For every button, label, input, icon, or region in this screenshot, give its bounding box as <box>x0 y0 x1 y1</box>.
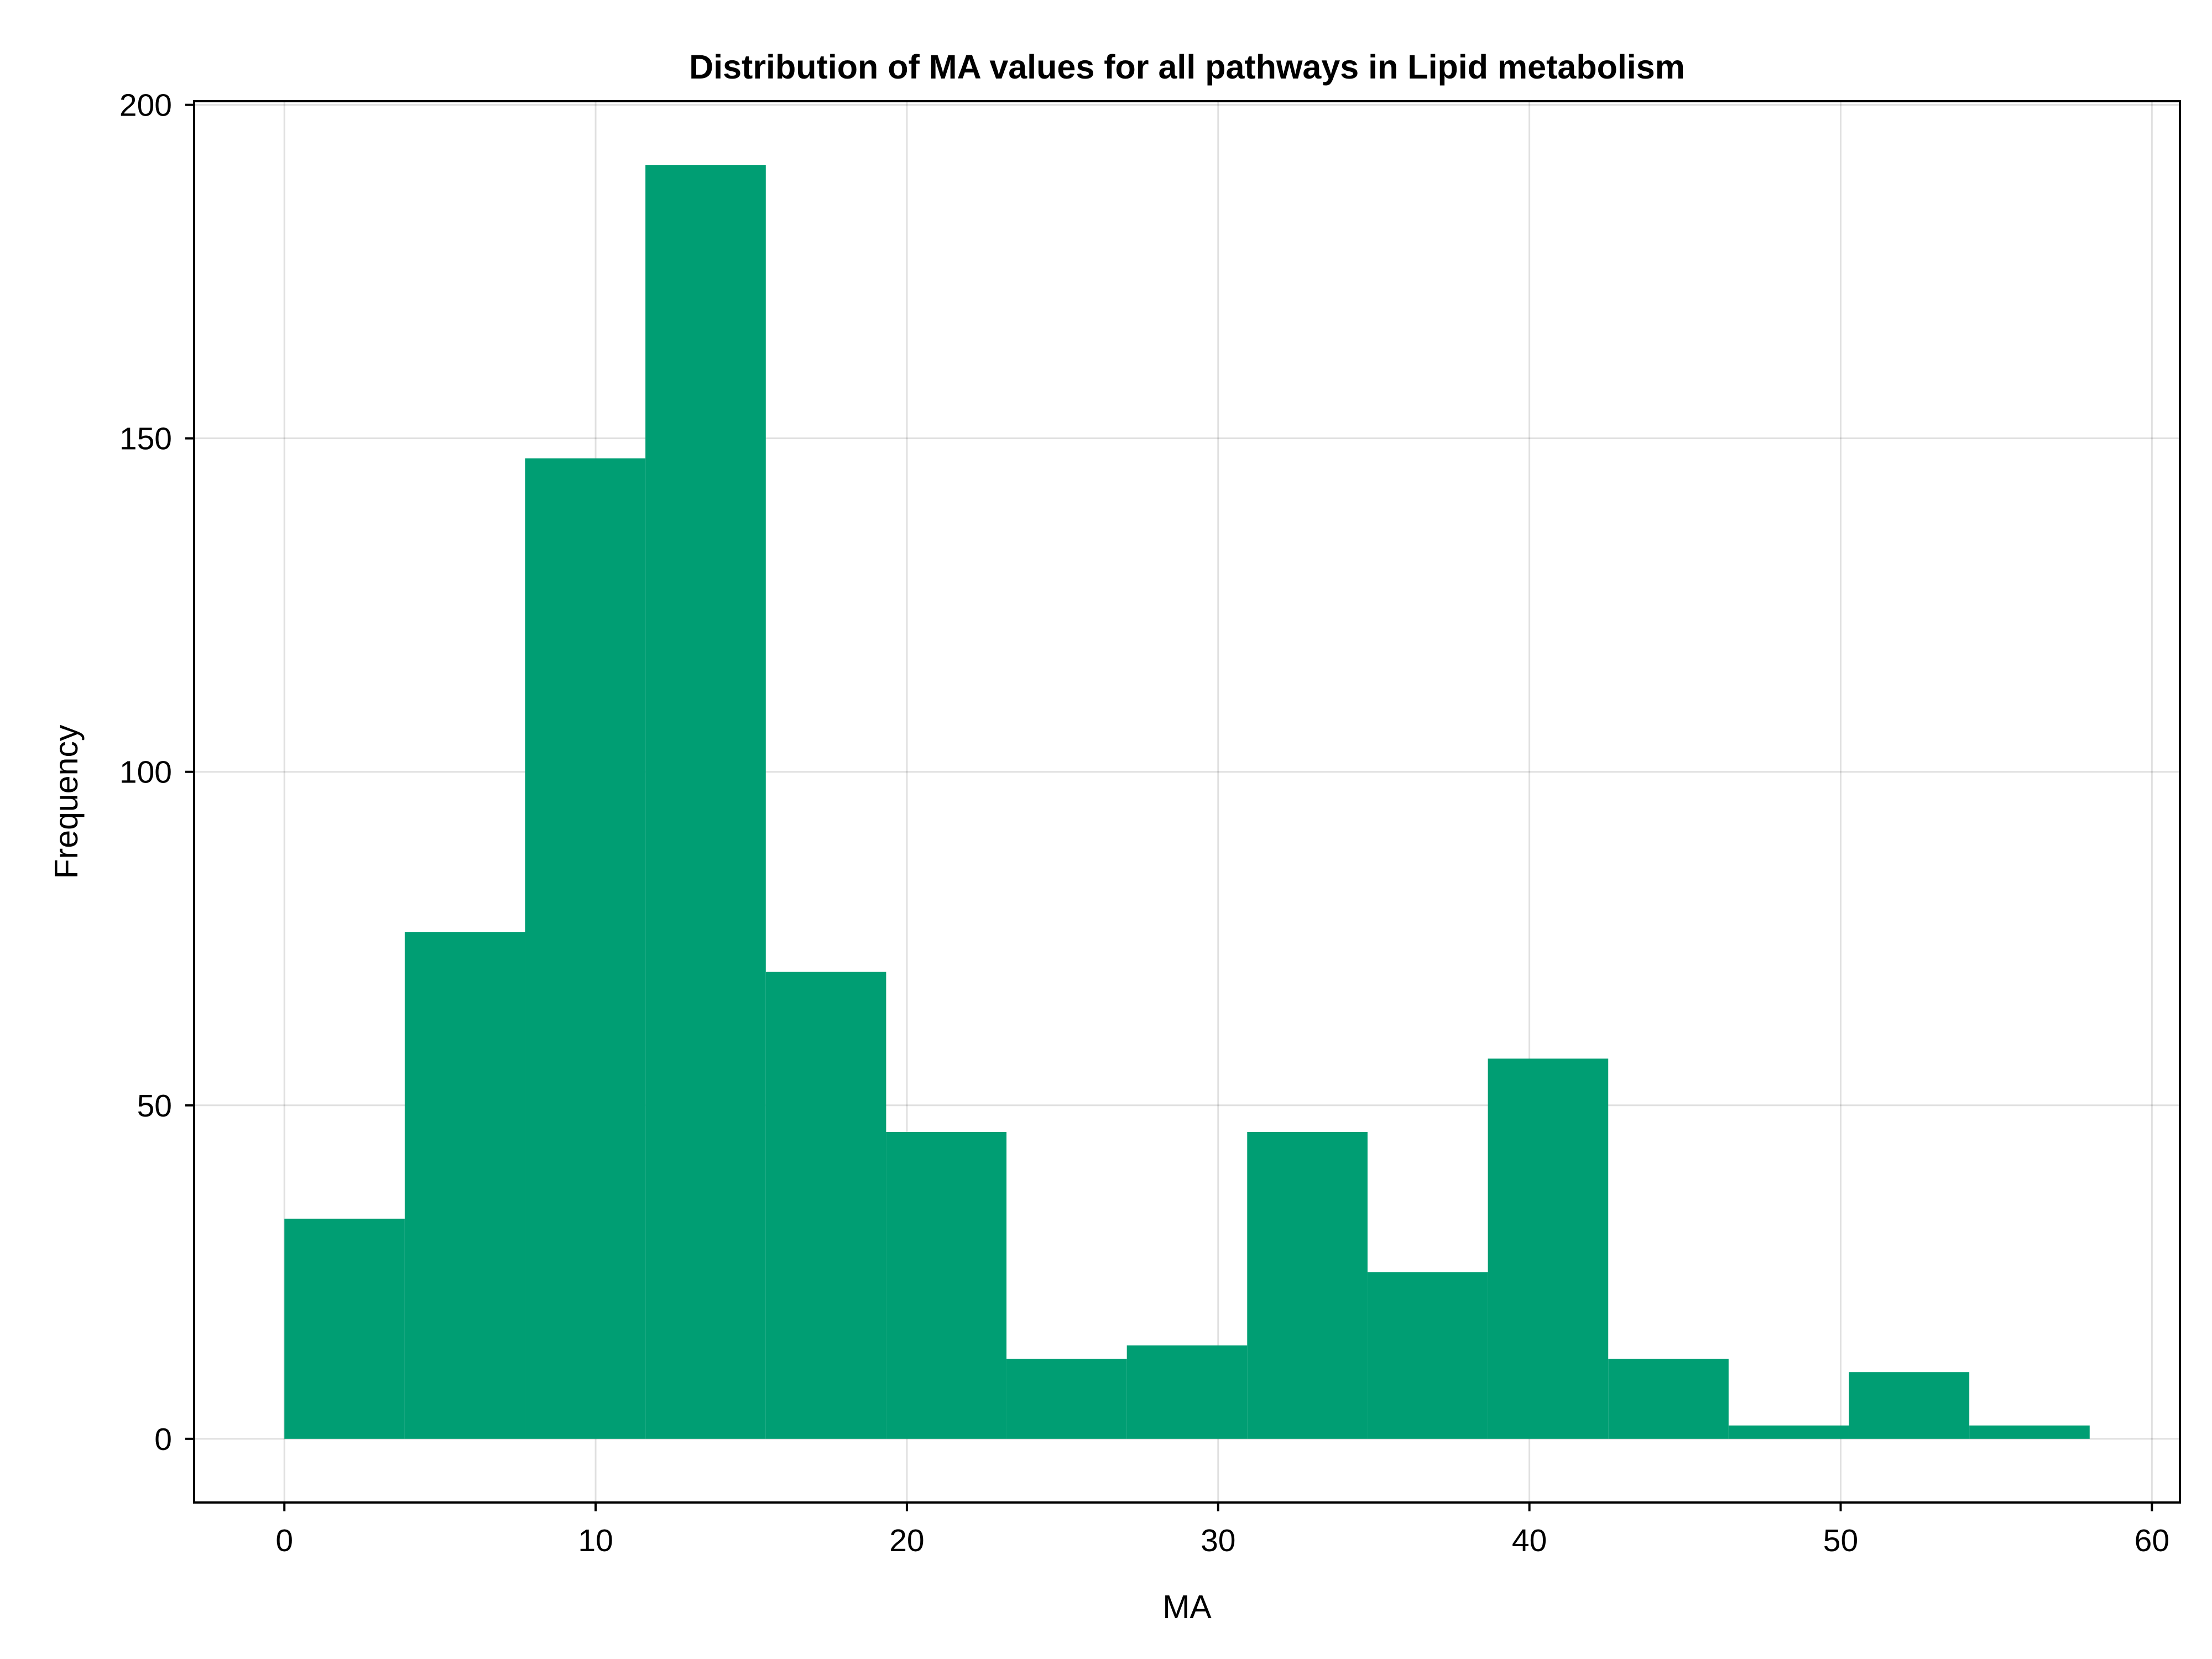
histogram-bar <box>765 972 886 1439</box>
histogram-bar <box>1126 1345 1248 1439</box>
x-tick-label: 60 <box>2135 1523 2169 1558</box>
grid-layer <box>194 101 2180 1503</box>
y-tick-label: 200 <box>119 88 172 123</box>
histogram-bar <box>1608 1359 1729 1439</box>
x-tick-label: 10 <box>578 1523 613 1558</box>
plot-frame <box>193 100 2181 1504</box>
x-tick-label: 0 <box>275 1523 293 1558</box>
chart-title: Distribution of MA values for all pathwa… <box>689 48 1685 86</box>
histogram-bar <box>1488 1058 1609 1439</box>
histogram-bar <box>1367 1272 1488 1439</box>
histogram-bar <box>1849 1372 1970 1439</box>
x-tick-label: 50 <box>1823 1523 1858 1558</box>
x-tick-label: 30 <box>1201 1523 1235 1558</box>
y-tick-label: 0 <box>154 1422 172 1457</box>
histogram-bar <box>645 165 766 1439</box>
y-tick-label: 150 <box>119 421 172 457</box>
x-tick-label: 20 <box>889 1523 924 1558</box>
histogram-bar <box>1006 1359 1127 1439</box>
x-tick-label: 40 <box>1512 1523 1547 1558</box>
tick-layer: 0 10 20 30 40 50 60 0 50 100 150 200 <box>119 88 2169 1558</box>
histogram-bar <box>886 1132 1007 1439</box>
histogram-bar <box>1969 1425 2090 1439</box>
y-axis-label: Frequency <box>48 724 85 879</box>
bar-layer <box>284 165 2090 1439</box>
histogram-bar <box>1247 1132 1368 1439</box>
histogram-bar <box>404 932 525 1439</box>
x-axis-label: MA <box>1162 1589 1212 1625</box>
y-tick-label: 100 <box>119 755 172 790</box>
histogram-bar <box>525 458 646 1439</box>
histogram-bar <box>1728 1425 1849 1439</box>
histogram-bar <box>284 1218 405 1439</box>
y-tick-label: 50 <box>137 1088 172 1124</box>
